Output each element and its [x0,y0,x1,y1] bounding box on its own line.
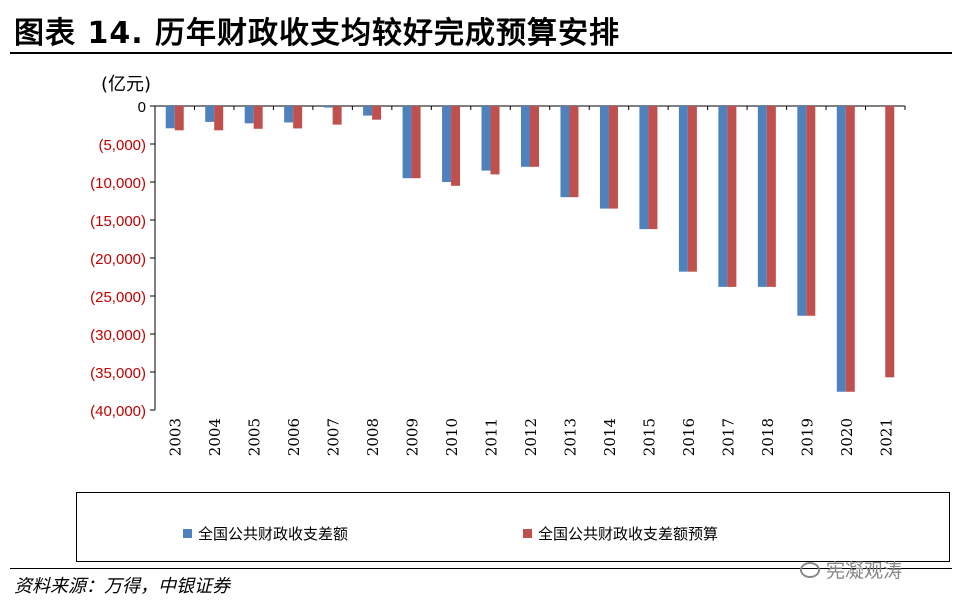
watermark: 宪凝观涛 [800,556,902,583]
bar-actual [402,106,412,179]
legend-swatch-actual [183,529,192,538]
x-tick-label: 2014 [601,418,619,456]
x-tick-label: 2009 [404,418,422,456]
y-tick-label: (15,000) [90,213,146,230]
bar-actual [244,106,254,124]
x-tick-label: 2003 [167,418,185,456]
bar-budget [687,106,697,272]
legend-label-actual: 全国公共财政收支差额 [198,525,349,543]
y-tick-label: (10,000) [90,175,146,192]
bar-actual [481,106,491,171]
chat-bubble-icon [800,561,820,578]
bar-budget [174,106,184,131]
bar-budget [885,106,895,378]
bar-actual [560,106,570,198]
figure-title: 图表 14. 历年财政收支均较好完成预算安排 [14,16,621,51]
bar-budget [648,106,658,230]
bar-budget [766,106,776,287]
bar-actual [797,106,807,316]
bar-budget [372,106,382,120]
bar-budget [214,106,224,131]
bar-actual [284,106,294,123]
bar-actual [836,106,846,392]
bar-budget [608,106,618,209]
y-tick-label: 0 [138,99,146,116]
bar-budget [845,106,855,392]
x-tick-label: 2007 [325,418,343,456]
x-tick-label: 2019 [798,418,816,456]
legend-item-budget: 全国公共财政收支差额预算 [523,523,718,544]
bar-budget [490,106,500,175]
bar-budget [530,106,539,167]
y-tick-label: (25,000) [90,289,146,306]
bar-actual [363,106,373,116]
y-axis-unit: (亿元) [101,74,152,95]
x-tick-label: 2006 [285,418,303,456]
bar-budget [332,106,342,125]
y-tick-label: (40,000) [90,403,146,420]
y-tick-label: (20,000) [90,251,146,268]
legend-label-budget: 全国公共财政收支差额预算 [538,525,719,543]
bar-actual [323,106,333,108]
bar-actual [718,106,728,287]
x-tick-label: 2004 [206,418,224,456]
bottom-rule [10,568,952,569]
bar-actual [757,106,767,287]
bar-actual [521,106,530,167]
watermark-text: 宪凝观涛 [826,560,903,582]
bar-budget [451,106,461,186]
x-tick-label: 2008 [364,418,382,456]
x-tick-label: 2015 [640,418,658,456]
x-tick-label: 2012 [522,418,540,456]
x-tick-label: 2017 [719,418,737,456]
x-tick-label: 2020 [838,418,856,456]
bar-actual [442,106,452,182]
bar-actual [639,106,649,230]
y-tick-label: (5,000) [98,137,146,154]
y-tick-label: (35,000) [90,365,146,382]
bar-budget [806,106,816,316]
bar-budget [411,106,421,179]
x-tick-label: 2021 [877,418,895,456]
x-tick-label: 2016 [680,418,698,456]
legend-swatch-budget [523,529,532,538]
bar-actual [599,106,609,209]
source-note: 资料来源：万得，中银证券 [14,576,230,597]
bar-actual [678,106,688,272]
legend: 全国公共财政收支差额 全国公共财政收支差额预算 [76,492,950,562]
bar-actual [165,106,175,129]
x-tick-label: 2005 [246,418,264,456]
bar-budget [727,106,737,287]
x-tick-label: 2013 [561,418,579,456]
bar-budget [293,106,303,129]
x-tick-label: 2010 [443,418,461,456]
legend-item-actual: 全国公共财政收支差额 [183,523,348,544]
x-tick-label: 2018 [759,418,777,456]
title-rule [10,52,952,54]
bar-actual [205,106,215,122]
bar-budget [569,106,579,198]
bar-budget [253,106,263,129]
x-tick-label: 2011 [483,418,501,456]
y-tick-label: (30,000) [90,327,146,344]
